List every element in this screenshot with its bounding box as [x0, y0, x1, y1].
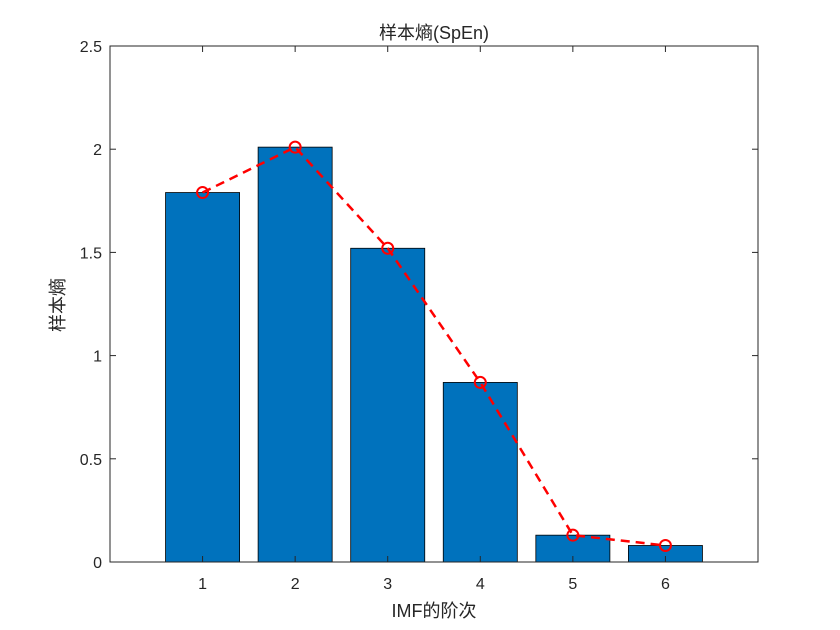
- line-point-3: [381, 241, 395, 255]
- bar-4: [442, 382, 518, 563]
- line-point-1: [196, 186, 210, 200]
- x-tick-label: 5: [568, 576, 577, 593]
- line-point-4: [473, 375, 487, 389]
- y-tick-label: 1: [93, 349, 102, 366]
- y-tick-label: 0.5: [80, 452, 102, 469]
- y-tick-label: 0: [93, 555, 102, 572]
- y-axis-label: 样本熵: [48, 278, 68, 332]
- bar-1: [165, 192, 241, 563]
- line-series: [202, 145, 666, 547]
- bar-2: [257, 146, 333, 563]
- x-tick-label: 6: [661, 576, 670, 593]
- x-tick-label: 4: [476, 576, 485, 593]
- y-tick-label: 2.5: [80, 39, 102, 56]
- line-point-5: [566, 528, 580, 542]
- bar-3: [350, 247, 426, 563]
- line-point-2: [288, 140, 302, 154]
- x-axis-label: IMF的阶次: [392, 601, 477, 621]
- x-tick-label: 3: [383, 576, 392, 593]
- plot-area: 1 2 3 4 5 6 0 0.5 1 1.5 2 2.5: [80, 39, 759, 593]
- chart-title: 样本熵(SpEn): [379, 23, 489, 43]
- y-tick-label: 2: [93, 142, 102, 159]
- x-tick-label: 2: [291, 576, 300, 593]
- axes-box: [109, 45, 759, 563]
- y-tick-label: 1.5: [80, 245, 102, 262]
- x-tick-label: 1: [198, 576, 207, 593]
- line-point-6: [658, 538, 672, 552]
